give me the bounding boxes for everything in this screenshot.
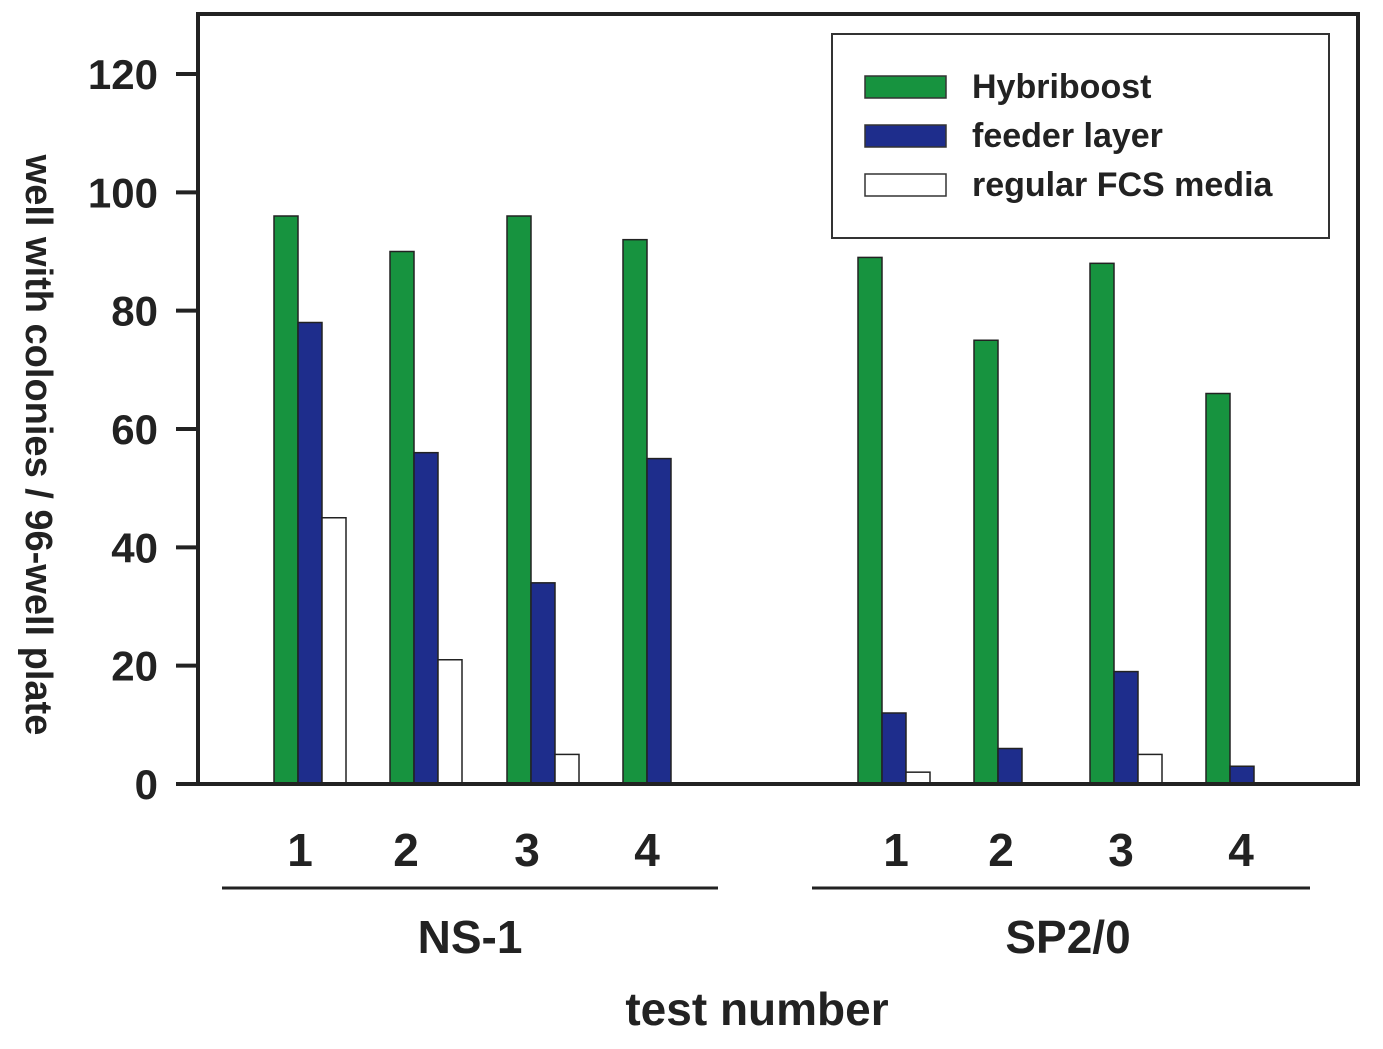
x-axis: 1 2 3 4 NS-1 1 2 3 4 SP2/0 xyxy=(222,824,1310,963)
x-tick-label: 1 xyxy=(883,824,909,876)
bar-feeder-layer xyxy=(1113,670,1139,785)
plot-frame xyxy=(196,12,1360,786)
y-tick-label: 100 xyxy=(88,169,158,216)
bar-hybriboost xyxy=(857,256,883,785)
legend: Hybriboost feeder layer regular FCS media xyxy=(831,33,1330,239)
legend-label: feeder layer xyxy=(972,117,1163,155)
y-tick-label: 40 xyxy=(111,524,158,571)
y-axis: 0 20 40 60 80 100 120 xyxy=(88,51,198,808)
y-tick-label: 60 xyxy=(111,406,158,453)
y-tick-label: 0 xyxy=(135,761,158,808)
x-tick-label: 3 xyxy=(514,824,540,876)
bar-regular-fcs-media xyxy=(554,753,580,785)
x-axis-title: test number xyxy=(625,983,888,1035)
x-tick-label: 4 xyxy=(634,824,660,876)
bars-layer xyxy=(273,215,1255,785)
legend-label: Hybriboost xyxy=(972,68,1151,106)
bar-feeder-layer xyxy=(646,457,672,785)
x-tick-label: 3 xyxy=(1108,824,1134,876)
legend-swatch xyxy=(864,173,947,197)
group-label: SP2/0 xyxy=(1005,911,1130,963)
x-tick-label: 2 xyxy=(393,824,419,876)
y-tick-label: 80 xyxy=(111,288,158,335)
bar-regular-fcs-media xyxy=(321,517,347,785)
legend-label: regular FCS media xyxy=(972,166,1274,204)
group-label: NS-1 xyxy=(418,911,523,963)
bar-feeder-layer xyxy=(530,582,556,785)
bar-regular-fcs-media xyxy=(1137,753,1163,785)
bar-hybriboost xyxy=(389,250,415,785)
bar-hybriboost xyxy=(973,339,999,785)
y-tick-label: 20 xyxy=(111,643,158,690)
bar-hybriboost xyxy=(622,238,648,785)
x-tick-label: 4 xyxy=(1228,824,1254,876)
bar-feeder-layer xyxy=(881,712,907,785)
legend-swatch xyxy=(864,75,947,99)
bar-feeder-layer xyxy=(413,451,439,785)
bar-feeder-layer xyxy=(997,747,1023,785)
x-tick-label: 2 xyxy=(988,824,1014,876)
bar-feeder-layer xyxy=(297,321,323,785)
y-axis-title: well with colonies / 96-well plate xyxy=(17,154,59,736)
bar-hybriboost xyxy=(273,215,299,785)
bar-regular-fcs-media xyxy=(437,659,463,785)
x-tick-label: 1 xyxy=(287,824,313,876)
y-tick-label: 120 xyxy=(88,51,158,98)
bar-feeder-layer xyxy=(1229,765,1255,785)
bar-hybriboost xyxy=(1089,262,1115,785)
legend-swatch xyxy=(864,124,947,148)
bar-hybriboost xyxy=(1205,392,1231,785)
bar-hybriboost xyxy=(506,215,532,785)
